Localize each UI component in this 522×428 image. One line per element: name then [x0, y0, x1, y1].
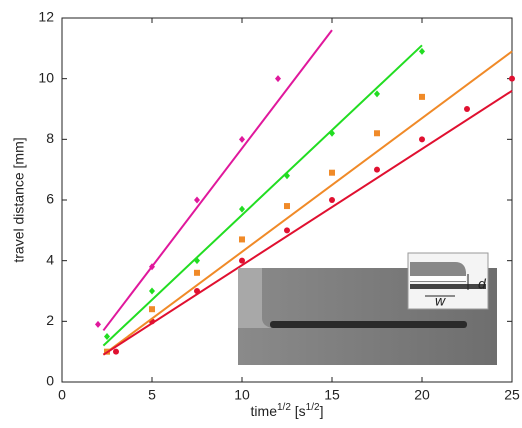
x-tick-label: 25 [504, 387, 520, 403]
data-point [374, 130, 380, 137]
data-point [419, 93, 425, 100]
inset-diagram-base [410, 284, 486, 289]
x-tick-label: 15 [324, 387, 340, 403]
data-point [329, 197, 335, 203]
x-tick-label: 0 [58, 387, 66, 403]
x-tick-label: 5 [148, 387, 156, 403]
fit-line [102, 89, 513, 356]
y-tick-label: 0 [46, 373, 54, 389]
x-axis-label: time1/2 [s1/2] [251, 402, 324, 419]
y-axis-label: travel distance [mm] [11, 137, 27, 262]
inset-label: d [478, 276, 487, 292]
y-tick-label: 8 [46, 130, 54, 146]
data-point [239, 257, 245, 264]
data-point [284, 227, 290, 234]
y-tick-label: 12 [38, 9, 54, 25]
y-tick-label: 2 [46, 312, 54, 328]
data-point [194, 196, 200, 204]
data-point [419, 136, 425, 143]
data-point [239, 135, 245, 143]
inset-diagram-gap [410, 276, 466, 281]
x-label-part: [s [291, 403, 306, 419]
x-tick-label: 20 [414, 387, 430, 403]
inset-image: dw [238, 252, 497, 365]
x-label-sup: 1/2 [306, 402, 320, 413]
y-tick-label: 10 [38, 69, 54, 85]
data-point [374, 166, 380, 173]
x-label-part: time [251, 403, 278, 419]
inset-shape [238, 268, 272, 328]
data-point [239, 236, 245, 243]
fit-line [102, 50, 513, 356]
x-label-sup: 1/2 [277, 402, 291, 413]
inset-channel [270, 321, 467, 328]
data-point [194, 269, 200, 276]
x-tick-label: 10 [234, 387, 250, 403]
data-point [464, 106, 470, 112]
data-point [509, 75, 515, 82]
data-point [419, 47, 425, 55]
data-point [104, 333, 110, 340]
data-point [275, 75, 281, 83]
y-tick-label: 6 [46, 191, 54, 207]
fit-line [102, 29, 333, 332]
fit-line [102, 44, 423, 347]
data-point [284, 203, 290, 210]
x-label-part: ] [320, 403, 324, 419]
data-point [239, 205, 245, 213]
data-point [113, 348, 119, 355]
inset-label: w [435, 293, 446, 309]
y-tick-label: 4 [46, 251, 54, 267]
data-point [95, 320, 101, 328]
data-point [149, 306, 155, 313]
data-point [374, 90, 380, 98]
data-point [329, 169, 335, 176]
data-point [149, 287, 155, 295]
